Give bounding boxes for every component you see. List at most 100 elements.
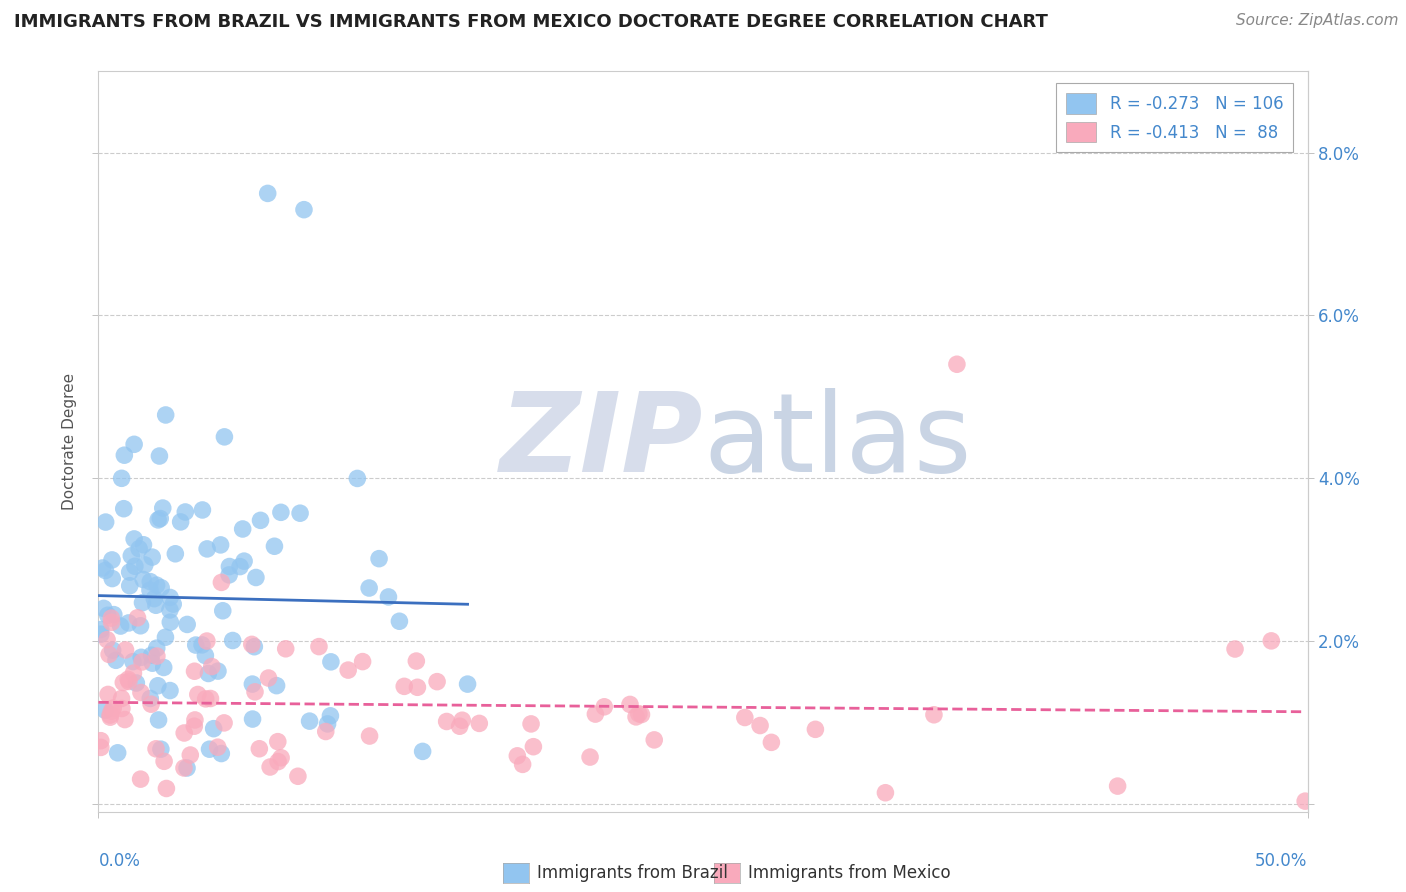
Point [124, 559, 146, 574]
Point [118, 579, 141, 593]
Point [128, 541, 150, 556]
Point [946, 357, 969, 371]
Point [93, 601, 115, 615]
Point [211, 604, 233, 618]
Point [249, 513, 271, 527]
Point [212, 715, 235, 730]
Point [129, 650, 152, 665]
Point [191, 638, 214, 652]
Point [522, 739, 544, 754]
Point [146, 679, 169, 693]
Point [183, 665, 205, 679]
Point [98, 648, 121, 662]
Point [141, 550, 163, 565]
Point [117, 673, 139, 687]
Point [259, 760, 281, 774]
Point [449, 719, 471, 733]
Point [267, 734, 290, 748]
Point [94, 564, 117, 578]
Point [114, 713, 136, 727]
Point [94, 515, 117, 529]
Point [388, 614, 411, 628]
Legend: R = -0.273   N = 106, R = -0.413   N =  88: R = -0.273 N = 106, R = -0.413 N = 88 [1056, 83, 1294, 153]
Point [426, 674, 449, 689]
Point [98, 710, 121, 724]
Point [221, 633, 243, 648]
Point [134, 558, 156, 572]
Point [107, 746, 129, 760]
Point [141, 648, 163, 663]
Point [207, 664, 229, 678]
Point [240, 677, 263, 691]
Point [468, 716, 491, 731]
Point [292, 202, 315, 217]
Point [749, 718, 772, 732]
Point [90, 740, 112, 755]
Point [804, 723, 827, 737]
Point [90, 733, 112, 747]
Point [139, 574, 162, 589]
Point [520, 717, 543, 731]
Point [270, 505, 292, 519]
Point [319, 708, 342, 723]
Point [198, 742, 221, 756]
Point [98, 708, 121, 723]
Point [159, 591, 181, 605]
Point [176, 617, 198, 632]
Point [179, 747, 201, 762]
Point [112, 675, 135, 690]
Point [146, 649, 169, 664]
Point [214, 430, 236, 444]
Point [200, 691, 222, 706]
Point [359, 581, 381, 595]
Point [195, 634, 218, 648]
Point [1294, 794, 1316, 808]
Point [191, 503, 214, 517]
Point [1260, 633, 1282, 648]
Point [202, 722, 225, 736]
Point [173, 761, 195, 775]
Point [243, 685, 266, 699]
Point [315, 724, 337, 739]
Text: Immigrants from Mexico: Immigrants from Mexico [748, 864, 950, 882]
Point [308, 640, 330, 654]
Point [169, 515, 191, 529]
Point [118, 615, 141, 630]
Point [256, 186, 278, 201]
Point [274, 641, 297, 656]
Point [209, 538, 232, 552]
Point [152, 660, 174, 674]
Point [114, 643, 136, 657]
Point [288, 506, 311, 520]
Point [101, 553, 124, 567]
Point [149, 511, 172, 525]
Point [229, 559, 252, 574]
Point [875, 786, 897, 800]
Point [131, 655, 153, 669]
Point [152, 501, 174, 516]
Point [91, 561, 114, 575]
Point [112, 501, 135, 516]
Point [110, 619, 132, 633]
Point [233, 554, 256, 568]
Point [101, 643, 124, 657]
Point [579, 750, 602, 764]
Point [287, 769, 309, 783]
Point [112, 448, 135, 462]
Point [127, 611, 149, 625]
Point [240, 637, 263, 651]
Text: Source: ZipAtlas.com: Source: ZipAtlas.com [1236, 13, 1399, 29]
Point [734, 710, 756, 724]
Point [129, 772, 152, 786]
Point [242, 712, 264, 726]
Point [630, 707, 652, 722]
Text: ZIP: ZIP [499, 388, 703, 495]
Point [187, 688, 209, 702]
Point [412, 744, 434, 758]
Point [145, 641, 167, 656]
Point [146, 513, 169, 527]
Point [145, 599, 167, 613]
Point [506, 748, 529, 763]
Point [457, 677, 479, 691]
Point [122, 666, 145, 681]
